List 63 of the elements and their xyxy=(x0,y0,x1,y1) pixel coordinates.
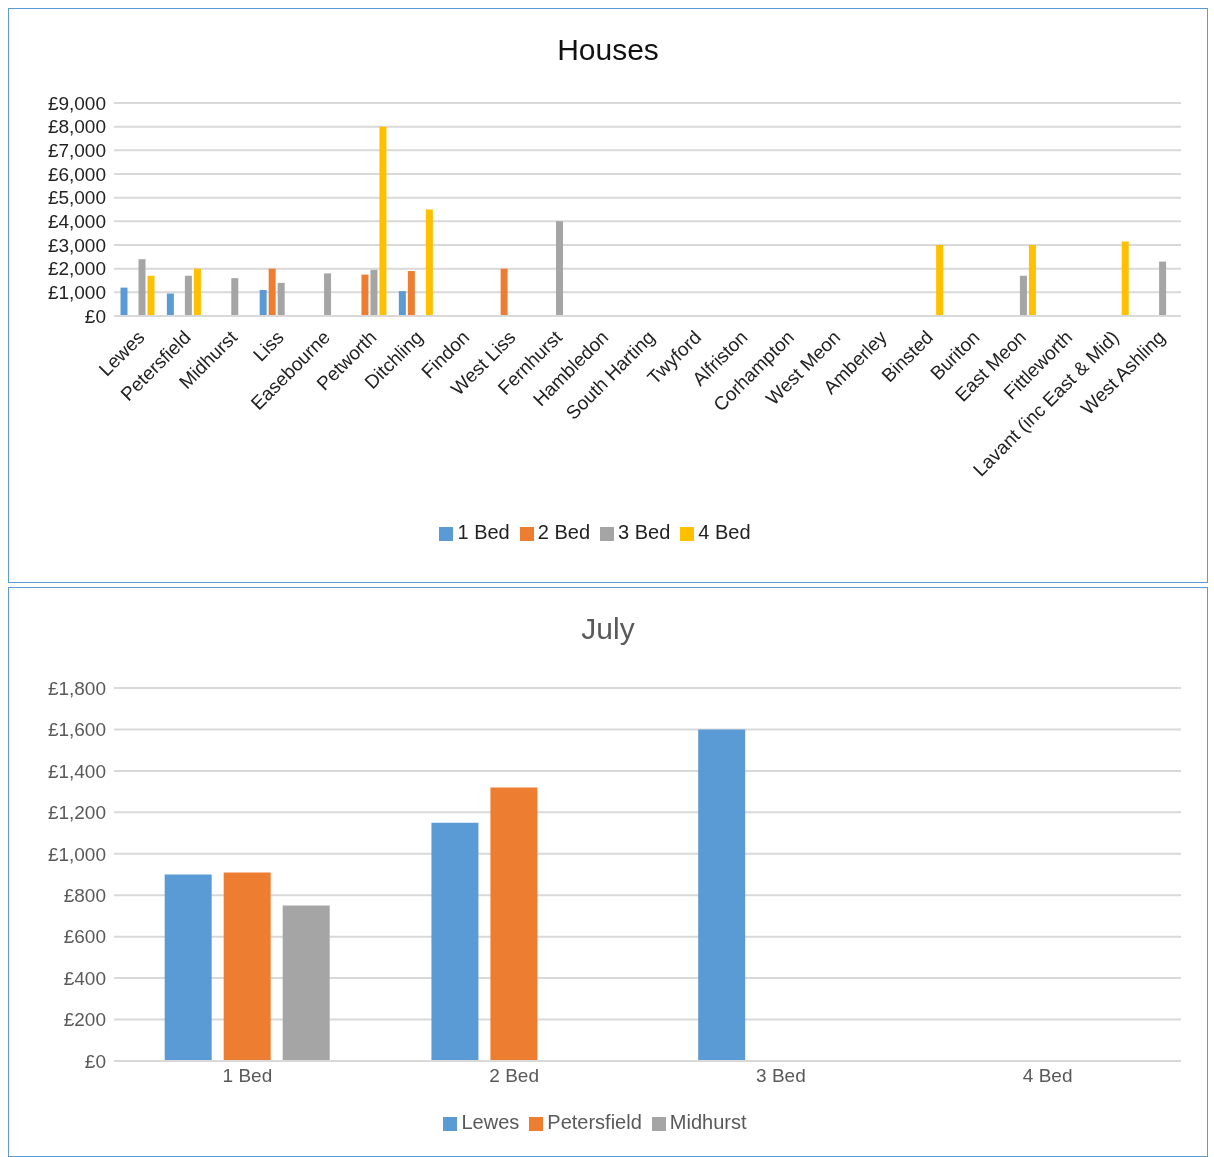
y-tick-label: £9,000 xyxy=(47,92,106,114)
bar xyxy=(1028,245,1036,316)
bar xyxy=(936,245,944,316)
bar xyxy=(1121,241,1129,316)
y-tick-label: £800 xyxy=(63,884,106,906)
bar xyxy=(120,287,128,316)
y-tick-label: £200 xyxy=(63,1009,106,1031)
y-tick-label: £1,000 xyxy=(47,843,106,865)
bar xyxy=(193,268,201,316)
bar xyxy=(490,787,538,1061)
y-tick-label: £4,000 xyxy=(47,211,106,233)
bar xyxy=(379,126,387,316)
y-tick-label: £600 xyxy=(63,926,106,948)
chart-title: July xyxy=(580,611,636,647)
bar xyxy=(361,274,369,316)
y-tick-label: £8,000 xyxy=(47,116,106,138)
y-tick-label: £7,000 xyxy=(47,140,106,162)
legend-label: Petersfield xyxy=(547,1111,642,1133)
y-tick-label: £1,200 xyxy=(47,802,106,824)
bar xyxy=(1159,261,1167,316)
bar xyxy=(184,275,192,316)
y-tick-label: £3,000 xyxy=(47,234,106,256)
x-tick-label: 2 Bed xyxy=(489,1065,539,1087)
bar xyxy=(324,273,332,316)
legend-label: Midhurst xyxy=(669,1111,747,1133)
bar xyxy=(259,289,267,316)
legend-label: Lewes xyxy=(461,1111,520,1133)
bar xyxy=(425,209,433,316)
bar xyxy=(138,259,146,316)
legend-label: 1 Bed xyxy=(457,521,510,543)
y-tick-label: £0 xyxy=(84,1050,106,1072)
y-tick-label: £0 xyxy=(84,305,106,327)
bar xyxy=(282,905,330,1061)
bar xyxy=(223,872,271,1061)
y-tick-label: £400 xyxy=(63,967,106,989)
bar xyxy=(407,271,415,316)
bar xyxy=(500,268,508,316)
chart-title: Houses xyxy=(556,32,660,68)
x-tick-label: 1 Bed xyxy=(222,1065,273,1087)
y-tick-label: £1,400 xyxy=(47,760,106,782)
bar xyxy=(398,291,406,316)
y-tick-label: £2,000 xyxy=(47,258,106,280)
y-tick-label: £1,800 xyxy=(47,677,106,699)
y-tick-label: £5,000 xyxy=(47,187,106,209)
y-tick-label: £1,600 xyxy=(47,719,106,741)
y-tick-label: £1,000 xyxy=(47,282,106,304)
bar xyxy=(166,293,174,316)
bar xyxy=(1019,275,1027,316)
bar xyxy=(231,278,239,316)
bar xyxy=(698,729,746,1061)
bar xyxy=(556,221,564,316)
legend-label: 3 Bed xyxy=(618,521,671,543)
legend-label: 4 Bed xyxy=(698,521,751,543)
x-tick-label: 3 Bed xyxy=(756,1065,806,1087)
bar xyxy=(268,268,276,316)
x-tick-label: 4 Bed xyxy=(1022,1065,1073,1087)
bar xyxy=(370,269,378,316)
legend-label: 2 Bed xyxy=(537,521,590,543)
bar xyxy=(277,282,285,316)
bar xyxy=(147,275,155,316)
y-tick-label: £6,000 xyxy=(47,163,106,185)
bar xyxy=(431,822,479,1061)
bar xyxy=(164,874,212,1061)
